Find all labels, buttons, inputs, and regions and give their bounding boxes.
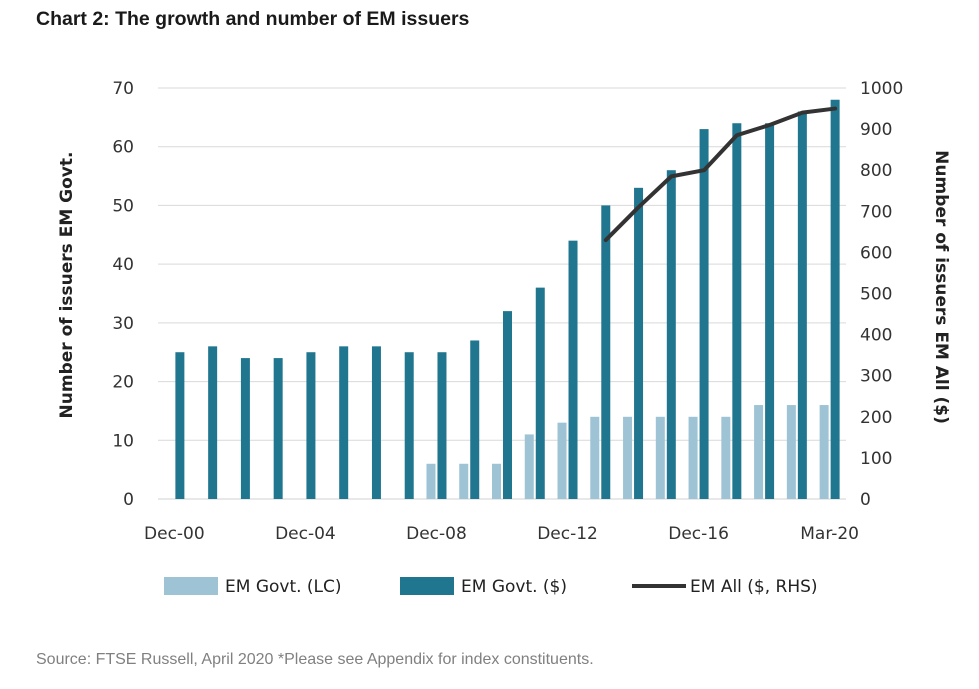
legend-label-lc: EM Govt. (LC) (225, 577, 342, 597)
bar-em-govt-usd (535, 287, 545, 499)
y-axis-left-title: Number of issuers EM Govt. (57, 152, 77, 419)
x-tick-label: Dec-00 (144, 524, 205, 544)
y2-tick-label: 500 (860, 285, 892, 305)
x-tick-label: Dec-12 (537, 524, 598, 544)
x-axis-ticks: Dec-00 Dec-04 Dec-08 Dec-12 Dec-16 Mar-20 (144, 524, 859, 544)
y2-tick-label: 400 (860, 326, 892, 346)
x-tick-label: Dec-08 (406, 524, 467, 544)
y-tick-label: 60 (112, 138, 134, 158)
bar-em-govt-lc (655, 416, 665, 499)
bar-em-govt-lc (819, 405, 829, 499)
bars (175, 99, 840, 500)
y2-tick-label: 700 (860, 202, 892, 222)
legend-label-usd: EM Govt. ($) (461, 577, 567, 597)
y2-tick-label: 1000 (860, 79, 903, 99)
bar-em-govt-lc (786, 405, 796, 499)
y2-tick-label: 200 (860, 408, 892, 428)
x-tick-label: Mar-20 (800, 524, 859, 544)
x-tick-label: Dec-04 (275, 524, 336, 544)
y-tick-label: 30 (112, 314, 134, 334)
y-tick-label: 20 (112, 373, 134, 393)
bar-em-govt-usd (306, 352, 316, 499)
y-tick-label: 70 (112, 79, 134, 99)
y2-tick-label: 100 (860, 449, 892, 469)
bar-em-govt-lc (524, 434, 534, 499)
bar-em-govt-usd (732, 123, 742, 499)
y-axis-left-ticks: 0 10 20 30 40 50 60 70 (112, 79, 134, 510)
line-em-all (603, 106, 838, 243)
legend-label-all: EM All ($, RHS) (690, 577, 818, 597)
bar-em-govt-usd (601, 205, 611, 499)
x-tick-label: Dec-16 (668, 524, 729, 544)
bar-em-govt-usd (470, 340, 480, 499)
bar-em-govt-lc (492, 463, 501, 499)
legend-swatch-usd (400, 577, 454, 595)
y-axis-right-ticks: 0 100 200 300 400 500 600 700 800 900 1000 (860, 79, 903, 510)
y2-tick-label: 600 (860, 243, 892, 263)
bar-em-govt-lc (754, 405, 764, 499)
bar-em-govt-usd (634, 187, 644, 500)
line-series (603, 106, 838, 243)
bar-em-govt-usd (699, 129, 709, 499)
gridlines (158, 87, 846, 500)
y-tick-label: 0 (123, 490, 134, 510)
bar-em-govt-usd (437, 352, 447, 499)
y2-tick-label: 0 (860, 490, 871, 510)
bar-em-govt-usd (240, 358, 250, 499)
bar-em-govt-lc (623, 416, 633, 499)
legend: EM Govt. (LC) EM Govt. ($) EM All ($, RH… (164, 577, 818, 597)
bar-em-govt-lc (721, 416, 731, 499)
bar-em-govt-lc (557, 422, 567, 499)
legend-swatch-lc (164, 577, 218, 595)
source-note: Source: FTSE Russell, April 2020 *Please… (36, 651, 594, 668)
bar-em-govt-usd (208, 346, 218, 499)
bar-em-govt-lc (426, 463, 436, 499)
bar-em-govt-usd (666, 170, 676, 499)
bar-em-govt-usd (404, 352, 414, 499)
y-axis-right-title: Number of issuers EM All ($) (931, 150, 951, 424)
bar-em-govt-usd (175, 352, 185, 499)
y2-tick-label: 800 (860, 161, 892, 181)
bar-em-govt-usd (371, 346, 381, 499)
y2-tick-label: 300 (860, 367, 892, 387)
bar-em-govt-usd (765, 123, 775, 499)
bar-em-govt-usd (568, 240, 578, 499)
bar-em-govt-lc (459, 463, 469, 499)
bar-em-govt-usd (339, 346, 349, 499)
y-tick-label: 40 (112, 255, 134, 275)
bar-em-govt-lc (688, 416, 698, 499)
bar-em-govt-usd (830, 99, 840, 499)
chart-title: Chart 2: The growth and number of EM iss… (36, 8, 470, 30)
y-tick-label: 50 (112, 196, 134, 216)
bar-em-govt-usd (797, 111, 807, 499)
bar-em-govt-usd (503, 311, 512, 499)
bar-em-govt-lc (590, 416, 600, 499)
y2-tick-label: 900 (860, 120, 892, 140)
bar-em-govt-usd (273, 358, 283, 499)
y-tick-label: 10 (112, 431, 134, 451)
